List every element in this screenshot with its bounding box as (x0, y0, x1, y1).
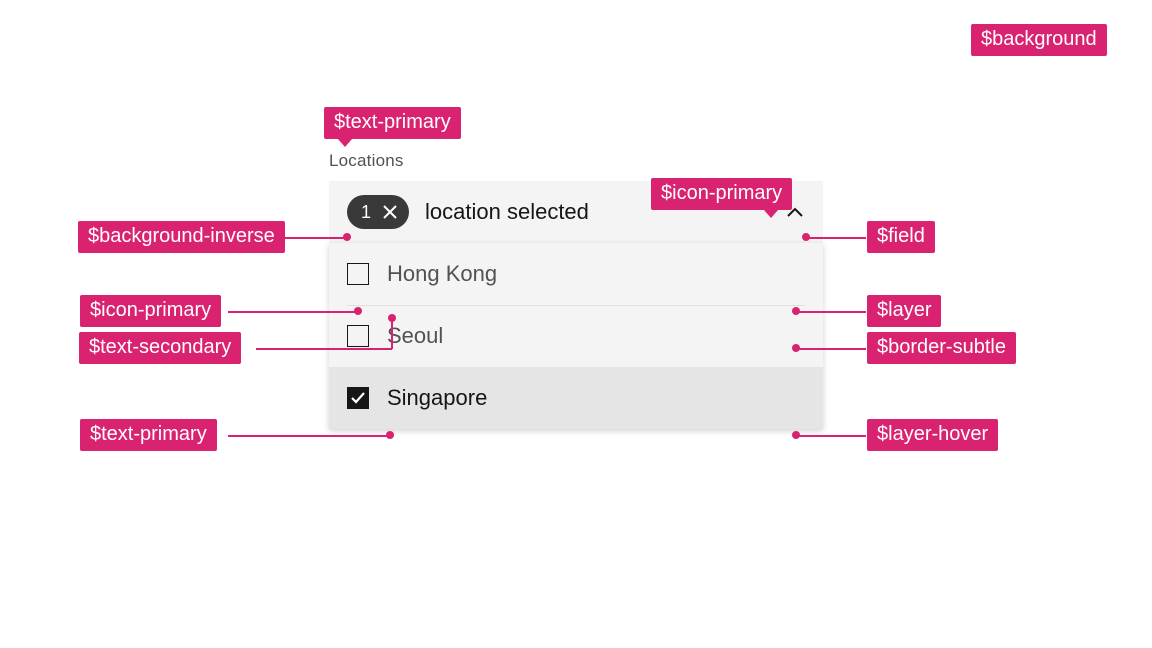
connector (796, 348, 866, 350)
checkbox-icon[interactable] (347, 325, 369, 347)
selected-count-tag[interactable]: 1 (347, 195, 409, 229)
multiselect-label: Locations (329, 151, 823, 171)
checkbox-checked-icon[interactable] (347, 387, 369, 409)
token-background-inverse: $background-inverse (78, 221, 285, 253)
token-layer: $layer (867, 295, 941, 327)
connector (256, 348, 392, 350)
clear-selection-icon[interactable] (381, 203, 399, 221)
connector-dot (388, 314, 396, 322)
checkbox-icon[interactable] (347, 263, 369, 285)
connector (806, 237, 866, 239)
connector-dot (792, 307, 800, 315)
option-label: Singapore (387, 385, 487, 411)
connector-dot (343, 233, 351, 241)
connector (228, 311, 358, 313)
diagram-stage: Locations 1 location selected Hong Kong … (0, 0, 1152, 648)
option-label: Hong Kong (387, 261, 497, 287)
token-icon-primary-left: $icon-primary (80, 295, 221, 327)
option-hong-kong[interactable]: Hong Kong (329, 243, 823, 305)
token-text-secondary: $text-secondary (79, 332, 241, 364)
token-layer-hover: $layer-hover (867, 419, 998, 451)
token-field: $field (867, 221, 935, 253)
connector (285, 237, 347, 239)
connector-dot (386, 431, 394, 439)
connector-dot (792, 344, 800, 352)
token-border-subtle: $border-subtle (867, 332, 1016, 364)
connector-dot (354, 307, 362, 315)
option-label: Seoul (387, 323, 443, 349)
token-text-primary-bottom: $text-primary (80, 419, 217, 451)
token-icon-primary: $icon-primary (651, 178, 792, 210)
connector (796, 435, 866, 437)
token-text-primary: $text-primary (324, 107, 461, 139)
connector (391, 318, 393, 349)
multiselect-menu: Hong Kong Seoul Singapore (329, 243, 823, 429)
connector (796, 311, 866, 313)
connector-dot (802, 233, 810, 241)
selected-count: 1 (361, 202, 371, 223)
connector (228, 435, 390, 437)
option-seoul[interactable]: Seoul (329, 305, 823, 367)
option-singapore[interactable]: Singapore (329, 367, 823, 429)
connector-dot (792, 431, 800, 439)
token-background: $background (971, 24, 1107, 56)
